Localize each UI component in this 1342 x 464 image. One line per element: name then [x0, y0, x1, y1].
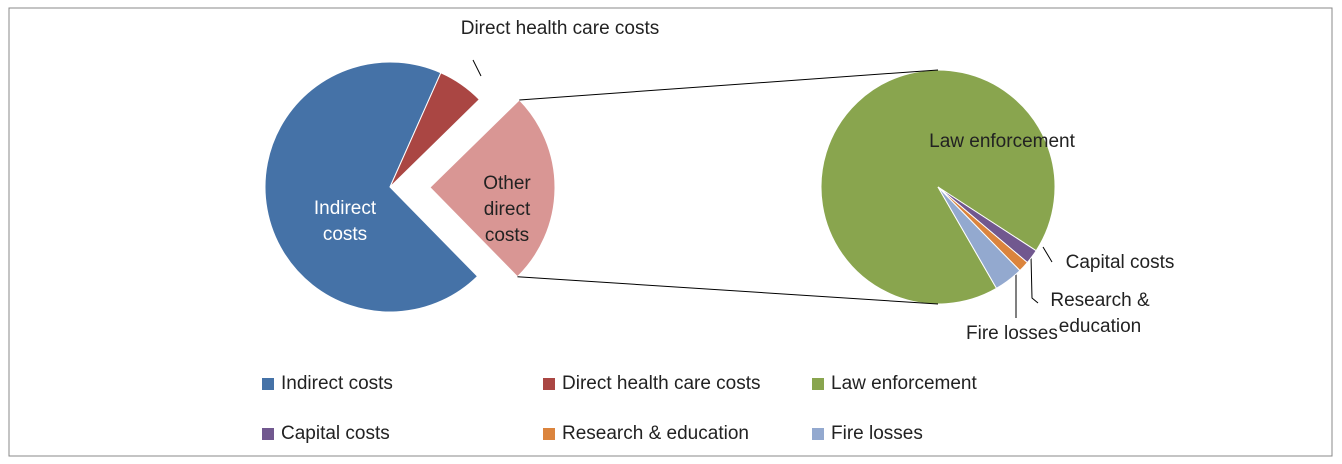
slice-label: Research & education: [1050, 290, 1150, 337]
leader-line: [1042, 246, 1053, 263]
pie-slice: [389, 72, 481, 188]
slice-label: Capital costs: [1065, 252, 1175, 273]
legend-swatch: [543, 428, 555, 440]
connector-line: [519, 69, 939, 101]
leader-line: [1030, 255, 1039, 304]
legend-label: Law enforcement: [831, 373, 977, 394]
legend-label: Capital costs: [281, 423, 390, 444]
pie-slice: [264, 61, 479, 313]
slice-label: Fire losses: [966, 323, 1058, 344]
slice-label: Direct health care costs: [460, 18, 660, 39]
legend-swatch: [812, 378, 824, 390]
slice-label: Law enforcement: [929, 131, 1075, 152]
legend-label: Research & education: [562, 423, 749, 444]
pie-slice: [937, 186, 1021, 290]
pie-slice: [429, 99, 556, 278]
legend-swatch: [262, 378, 274, 390]
connector-line: [517, 276, 939, 305]
chart-border: [8, 7, 1333, 457]
legend-swatch: [543, 378, 555, 390]
leader-line: [472, 59, 482, 77]
legend-swatch: [262, 428, 274, 440]
legend-swatch: [812, 428, 824, 440]
slice-label: Other direct costs: [483, 173, 531, 246]
legend-label: Indirect costs: [281, 373, 393, 394]
legend-label: Direct health care costs: [562, 373, 761, 394]
legend-label: Fire losses: [831, 423, 923, 444]
slice-label: Indirect costs: [313, 198, 377, 245]
